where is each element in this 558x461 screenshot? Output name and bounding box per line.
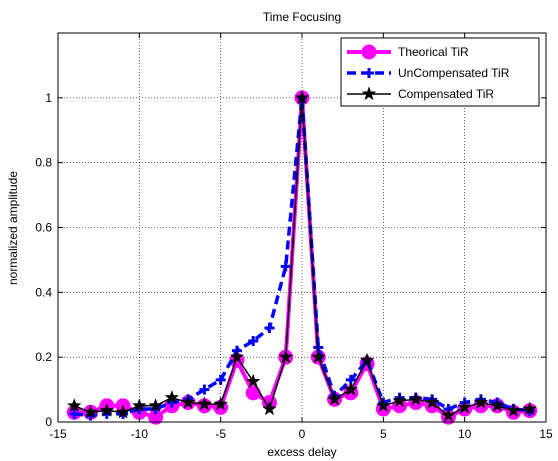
data-point — [264, 322, 275, 333]
y-tick-label: 0.8 — [35, 156, 52, 170]
y-axis-label: normalized amplitude — [6, 171, 20, 285]
data-point — [294, 90, 310, 105]
legend-marker — [364, 68, 374, 78]
data-point — [280, 261, 291, 272]
series-layer — [66, 90, 538, 425]
data-point — [392, 393, 407, 408]
data-point — [213, 396, 229, 411]
data-point — [66, 398, 82, 413]
y-tick-label: 1 — [45, 91, 52, 105]
data-point — [457, 399, 473, 414]
series-3 — [66, 90, 538, 422]
data-point — [506, 402, 521, 417]
y-tick-label: 0.6 — [35, 221, 52, 235]
data-point — [131, 398, 147, 413]
data-point — [148, 398, 163, 413]
legend: Theorical TiR UnCompensated TiR Compensate… — [340, 37, 540, 107]
x-axis-label: excess delay — [267, 445, 336, 459]
x-tick-label: -15 — [49, 427, 67, 441]
data-point — [164, 389, 180, 404]
data-point — [424, 394, 440, 409]
data-point — [248, 335, 259, 346]
y-tick-label: 0.2 — [35, 350, 52, 364]
x-tick-label: -5 — [215, 427, 226, 441]
axis-ticks: -15 -10 -5 0 5 10 15 0 0.2 0.4 0.6 0.8 1 — [35, 33, 553, 441]
legend-marker — [361, 44, 377, 60]
data-point — [359, 352, 375, 367]
data-point — [262, 401, 277, 416]
legend-label: Compensated TiR — [398, 87, 494, 101]
data-point — [375, 398, 391, 413]
data-point — [408, 391, 424, 406]
data-point — [83, 404, 98, 419]
legend-item: Theorical TiR — [347, 44, 469, 60]
data-point — [115, 404, 131, 419]
legend-label: UnCompensated TiR — [398, 66, 510, 80]
data-point — [245, 373, 261, 388]
data-point — [278, 349, 294, 364]
data-point — [99, 402, 115, 417]
x-tick-label: 0 — [299, 427, 306, 441]
data-point — [215, 374, 226, 385]
data-point — [199, 384, 210, 395]
legend-marker — [361, 86, 377, 101]
data-point — [180, 394, 196, 409]
data-point — [327, 391, 342, 406]
data-point — [197, 396, 212, 411]
x-tick-label: 10 — [458, 427, 472, 441]
data-point — [310, 349, 326, 364]
data-point — [69, 408, 80, 419]
legend-label: Theorical TiR — [398, 45, 469, 59]
data-point — [343, 381, 359, 396]
x-tick-label: 5 — [380, 427, 387, 441]
legend-item: Compensated TiR — [347, 86, 494, 101]
x-tick-label: 15 — [539, 427, 553, 441]
data-point — [522, 401, 538, 416]
chart-title: Time Focusing — [263, 10, 341, 24]
x-tick-label: -10 — [131, 427, 149, 441]
y-tick-label: 0 — [45, 415, 52, 429]
data-point — [441, 407, 456, 422]
data-point — [489, 398, 505, 413]
y-tick-label: 0.4 — [35, 285, 52, 299]
data-point — [245, 385, 261, 401]
legend-item: UnCompensated TiR — [347, 66, 510, 80]
data-point — [473, 394, 489, 409]
data-point — [229, 349, 245, 364]
series-line — [74, 96, 530, 418]
